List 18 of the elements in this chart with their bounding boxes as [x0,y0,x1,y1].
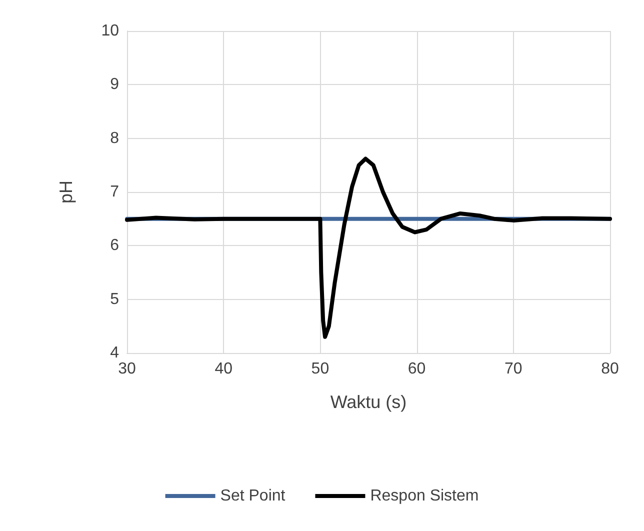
y-tick-label: 8 [110,130,120,147]
legend-label: Set Point [220,488,286,504]
x-tick-label: 70 [504,360,522,378]
x-tick-label: 30 [118,360,136,378]
y-tick-label: 6 [110,237,120,254]
y-axis-title: pH [56,180,76,204]
x-axis-title: Waktu (s) [330,392,407,412]
x-tick-label: 50 [311,360,330,378]
x-tick-label: 80 [601,360,619,378]
y-tick-label: 5 [110,290,120,308]
x-tick-label: 40 [214,360,233,378]
line-series [125,156,612,339]
y-tick-label: 4 [110,344,120,362]
legend-label: Respon Sistem [370,488,479,504]
y-tick-label: 7 [110,184,120,200]
y-tick-label: 10 [101,22,120,40]
y-tick-label: 9 [110,76,120,94]
x-tick-label: 60 [408,360,426,378]
